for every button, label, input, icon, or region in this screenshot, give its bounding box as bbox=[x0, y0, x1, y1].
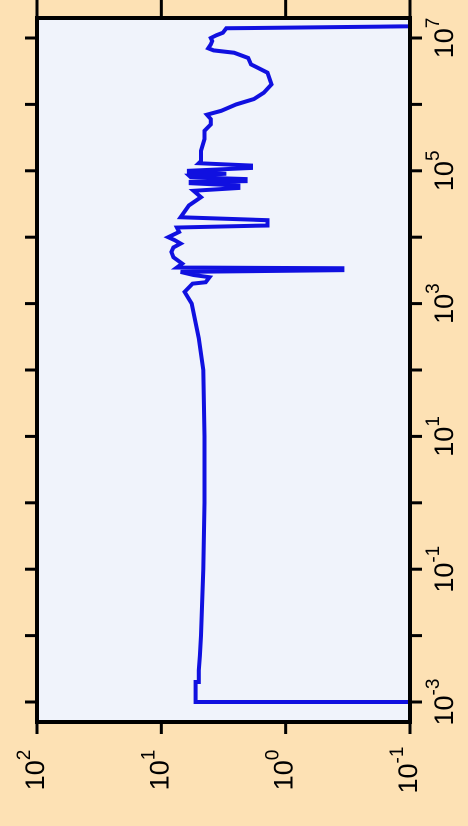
y-tick-label: 10-1 bbox=[387, 747, 423, 794]
svg-text:105: 105 bbox=[423, 150, 459, 191]
x-tick-label: 103 bbox=[423, 283, 459, 324]
svg-text:107: 107 bbox=[423, 18, 459, 59]
x-tick-label: 10-3 bbox=[423, 679, 459, 726]
x-tick-label: 10-1 bbox=[423, 546, 459, 593]
y-tick-label: 100 bbox=[263, 750, 299, 791]
y-tick-label: 101 bbox=[138, 750, 174, 791]
svg-text:10-1: 10-1 bbox=[387, 747, 423, 794]
svg-text:101: 101 bbox=[423, 416, 459, 457]
plot-frame bbox=[35, 16, 412, 724]
svg-text:103: 103 bbox=[423, 283, 459, 324]
series-line bbox=[163, 18, 412, 709]
svg-text:100: 100 bbox=[263, 750, 299, 791]
plot-area bbox=[37, 18, 410, 722]
svg-text:102: 102 bbox=[14, 750, 50, 791]
svg-text:10-3: 10-3 bbox=[423, 679, 459, 726]
x-tick-label: 107 bbox=[423, 18, 459, 59]
y-tick-label: 102 bbox=[14, 750, 50, 791]
svg-text:10-1: 10-1 bbox=[423, 546, 459, 593]
x-tick-label: 105 bbox=[423, 150, 459, 191]
svg-text:101: 101 bbox=[138, 750, 174, 791]
x-tick-label: 101 bbox=[423, 416, 459, 457]
